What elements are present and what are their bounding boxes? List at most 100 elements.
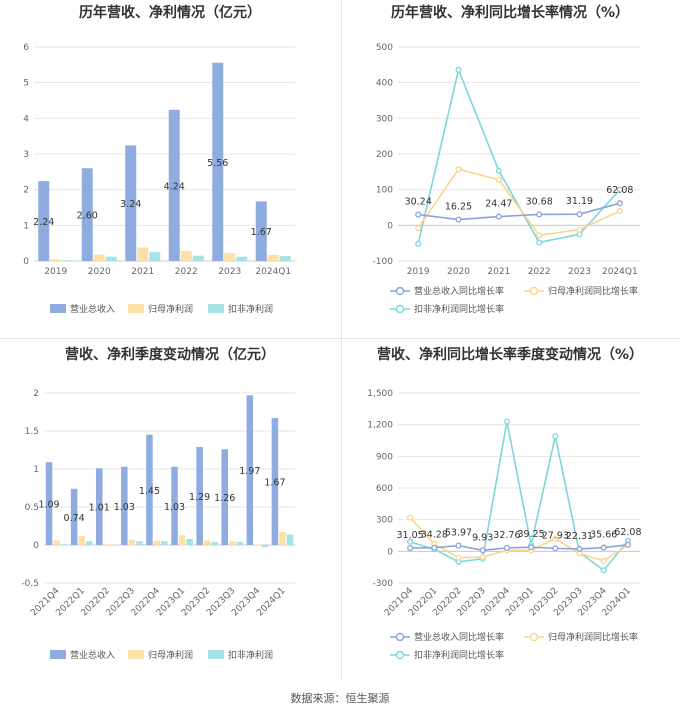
chart4-point xyxy=(600,544,607,551)
panel-divider-vertical xyxy=(341,0,342,680)
chart1-bar-deducted-profit xyxy=(149,252,161,261)
chart3-bar-deducted-profit xyxy=(85,541,93,545)
chart3-data-label: 1.01 xyxy=(89,503,110,514)
chart3-legend-swatch xyxy=(208,650,224,659)
chart3-bar-deducted-profit xyxy=(111,545,118,546)
chart1-y-tick-label: 5 xyxy=(23,79,29,89)
panel-divider-horizontal xyxy=(0,338,680,339)
chart2-y-tick-label: 300 xyxy=(376,114,393,124)
chart3-data-label: 1.29 xyxy=(189,492,210,503)
chart2-y-tick-label: -100 xyxy=(373,257,394,267)
chart4-legend-label: 归母净利润同比增长率 xyxy=(548,631,638,643)
chart1-legend-swatch xyxy=(50,304,66,313)
chart4-data-label: 53.97 xyxy=(445,528,472,539)
chart3-data-label: 1.45 xyxy=(139,486,160,497)
chart3-legend-label: 归母净利润 xyxy=(148,649,193,661)
chart1-bar-deducted-profit xyxy=(236,256,248,261)
chart3-bar-revenue xyxy=(221,449,228,545)
chart1-bar-deducted-profit xyxy=(279,256,291,261)
chart2-point xyxy=(455,166,462,173)
chart3-bar-revenue xyxy=(171,466,178,545)
chart2-legend-label: 扣非净利润同比增长率 xyxy=(414,303,504,315)
chart3-bar-deducted-profit xyxy=(211,541,218,545)
chart3-legend-swatch xyxy=(50,650,66,659)
chart3-data-label: 1.09 xyxy=(38,500,59,511)
chart2-point xyxy=(455,216,462,223)
chart2-data-label: 30.68 xyxy=(526,196,553,207)
chart2-point xyxy=(576,226,583,233)
chart1-x-tick-label: 2022 xyxy=(175,267,198,277)
chart1-x-tick-label: 2021 xyxy=(131,267,154,277)
chart2-line-revenue-growth xyxy=(418,202,621,221)
chart1-data-label: 2.60 xyxy=(77,211,98,222)
chart4-point xyxy=(600,567,607,574)
chart3-bar-net-profit xyxy=(203,540,211,545)
chart2-point xyxy=(415,211,422,218)
chart3-bar-net-profit xyxy=(178,535,186,545)
chart1-bar-revenue xyxy=(168,109,180,261)
chart3-data-label: 1.03 xyxy=(164,502,185,513)
chart1-y-tick-label: 3 xyxy=(23,150,29,160)
chart1-bar-deducted-profit xyxy=(105,256,117,261)
chart4-point xyxy=(552,433,559,440)
chart4-data-label: 32.76 xyxy=(493,530,520,541)
chart4-data-label: 39.25 xyxy=(517,529,544,540)
chart1-x-tick-label: 2020 xyxy=(88,267,111,277)
chart2-title: 历年营收、净利同比增长率情况（%） xyxy=(391,4,629,21)
chart2-legend-label: 归母净利润同比增长率 xyxy=(548,285,638,297)
chart3-bar-net-profit xyxy=(128,539,136,545)
chart3-bar-net-profit xyxy=(279,532,286,545)
chart2-y-tick-label: 100 xyxy=(376,186,393,196)
chart4-point xyxy=(479,554,486,561)
chart4-y-tick-label: 900 xyxy=(376,452,393,462)
chart4-point xyxy=(576,545,583,553)
chart1-legend-swatch xyxy=(208,304,224,313)
chart4-data-label: 9.93 xyxy=(472,532,493,543)
chart3-bar-net-profit xyxy=(53,540,60,545)
chart3-bar-revenue xyxy=(121,466,128,545)
chart4-line-deducted-profit-growth xyxy=(409,421,629,572)
chart4-point xyxy=(624,541,631,548)
chart2-legend-marker xyxy=(395,286,405,296)
chart1-bar-deducted-profit xyxy=(62,260,74,261)
chart4-point xyxy=(479,547,486,554)
chart4-point xyxy=(503,544,510,551)
chart3-data-label: 1.26 xyxy=(214,493,235,504)
chart1-bar-revenue xyxy=(125,145,137,261)
chart3-y-tick-label: 0.5 xyxy=(25,503,39,513)
chart2-point xyxy=(536,211,543,218)
chart3-y-tick-label: -0.5 xyxy=(21,579,39,589)
chart2-x-tick-label: 2020 xyxy=(447,267,470,277)
chart2-legend-label: 营业总收入同比增长率 xyxy=(414,285,504,297)
chart3-title: 营收、净利季度变动情况（亿元） xyxy=(65,346,275,363)
chart3-bar-net-profit xyxy=(228,541,236,545)
chart2-data-label: 31.19 xyxy=(566,196,593,207)
chart3-bar-deducted-profit xyxy=(186,538,193,545)
chart2-point xyxy=(415,225,422,232)
chart1-data-label: 1.67 xyxy=(251,227,272,238)
chart2-point xyxy=(455,66,462,73)
chart4-point xyxy=(600,557,607,564)
data-source-note: 数据来源：恒生聚源 xyxy=(290,692,390,705)
chart1-x-tick-label: 2024Q1 xyxy=(255,267,291,277)
chart3-bar-deducted-profit xyxy=(236,541,244,545)
chart1-data-label: 2.24 xyxy=(33,217,54,228)
chart4-point xyxy=(552,545,559,552)
chart3-bar-revenue xyxy=(45,462,53,545)
chart3-bar-deducted-profit xyxy=(136,541,143,545)
chart3-bar-net-profit xyxy=(153,540,161,545)
chart1-bar-revenue xyxy=(255,201,267,261)
chart4-data-label: 62.08 xyxy=(614,527,641,538)
chart4-y-tick-label: 1,500 xyxy=(367,389,393,399)
chart1-bar-revenue xyxy=(38,181,50,261)
chart4-y-tick-label: -300 xyxy=(373,579,394,589)
chart2-x-tick-label: 2024Q1 xyxy=(602,267,638,277)
chart4-line-revenue-growth xyxy=(410,543,628,552)
chart2-x-tick-label: 2019 xyxy=(407,267,430,277)
chart3-bar-net-profit xyxy=(78,535,85,545)
chart1-y-tick-label: 4 xyxy=(23,114,29,124)
chart4-point xyxy=(407,538,414,545)
chart1-data-label: 3.24 xyxy=(120,199,141,210)
chart3-y-tick-label: 0 xyxy=(33,541,39,551)
